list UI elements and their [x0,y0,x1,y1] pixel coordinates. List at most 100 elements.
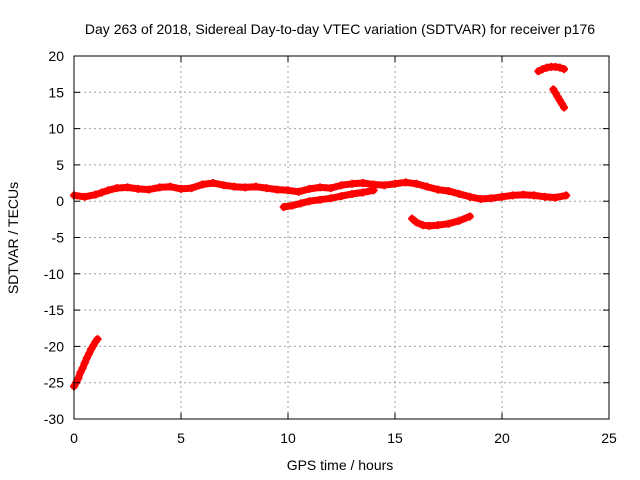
data-point [305,184,314,193]
data-point [296,199,305,208]
data-point [348,179,357,188]
tick-layer: 0 5 10 15 20 25 -30 -25 -20 -15 -10 -5 0 5 10 15 20 [44,48,617,446]
data-point [465,212,474,221]
data-point [465,192,474,201]
series-late-high-arc [534,62,569,76]
data-point [560,103,569,112]
y-tick-label: 15 [48,84,64,100]
chart-title: Day 263 of 2018, Sidereal Day-to-day VTE… [85,21,595,37]
data-point [560,65,569,74]
series-main-band [70,178,571,204]
data-point [337,192,346,201]
data-point [508,191,517,200]
data-point [498,192,506,201]
data-point [316,183,325,192]
data-point [166,182,175,191]
data-point [487,194,496,203]
data-point [78,364,87,373]
data-point [91,190,100,199]
data-point [104,186,113,195]
data-point [412,218,421,227]
data-point [80,192,89,201]
data-point [380,181,389,190]
y-tick-label: 20 [48,48,64,64]
data-point [97,188,106,197]
data-point [155,183,164,192]
data-point [358,188,367,197]
series-late-descending [549,85,569,112]
data-layer [70,62,571,391]
data-point [198,180,207,189]
data-point [555,63,564,72]
data-point [425,221,434,230]
data-point [230,182,239,191]
data-point [530,191,539,200]
y-tick-label: -5 [52,230,65,246]
data-point [84,349,93,358]
y-axis-label: SDTVAR / TECUs [5,182,21,294]
y-tick-label: -25 [44,375,64,391]
data-point [519,190,528,199]
data-point [273,185,282,194]
data-point [326,194,335,203]
y-tick-label: -15 [44,302,64,318]
y-tick-label: 10 [48,121,64,137]
data-point [391,179,399,188]
data-point [241,183,250,192]
data-point [348,189,357,198]
data-point [134,184,143,193]
x-tick-label: 15 [387,430,403,446]
data-point [369,186,378,195]
data-point [305,197,314,206]
x-tick-label: 25 [601,430,617,446]
data-point [123,183,132,192]
data-point [408,214,417,223]
data-point [251,182,260,191]
y-tick-label: 0 [56,193,64,209]
data-point [74,374,83,383]
data-point [358,179,367,188]
data-point [93,335,102,344]
data-point [326,184,335,193]
data-point [433,221,442,230]
data-point [455,189,464,198]
data-point [444,187,453,196]
data-point [144,185,153,194]
series-lower-branch-mid [279,186,378,212]
data-point [177,184,185,193]
data-point [540,192,549,201]
data-point [337,181,346,190]
data-point [279,203,288,212]
data-point [455,216,464,225]
data-point [209,179,218,188]
data-point [423,182,432,191]
data-point [82,354,91,363]
data-point [294,187,303,196]
x-tick-label: 20 [494,430,510,446]
data-point [551,193,560,202]
data-point [401,178,410,187]
series-dip-arc [408,212,474,230]
series-early-descending-arc [70,335,102,391]
x-tick-label: 5 [177,430,185,446]
series-band [280,186,378,211]
data-point [262,184,271,193]
data-point [476,195,485,204]
data-point [316,195,325,204]
data-point [562,191,571,200]
x-tick-label: 0 [70,430,78,446]
data-point [538,65,547,74]
data-point [187,184,196,193]
data-point [534,67,543,76]
y-tick-label: -20 [44,338,64,354]
data-point [433,185,442,194]
data-point [80,359,89,368]
data-point [76,368,85,377]
x-tick-label: 10 [280,430,296,446]
grid-layer [74,56,609,419]
data-point [284,186,292,195]
data-point [288,201,297,210]
data-point [444,219,453,228]
data-point [112,184,121,193]
